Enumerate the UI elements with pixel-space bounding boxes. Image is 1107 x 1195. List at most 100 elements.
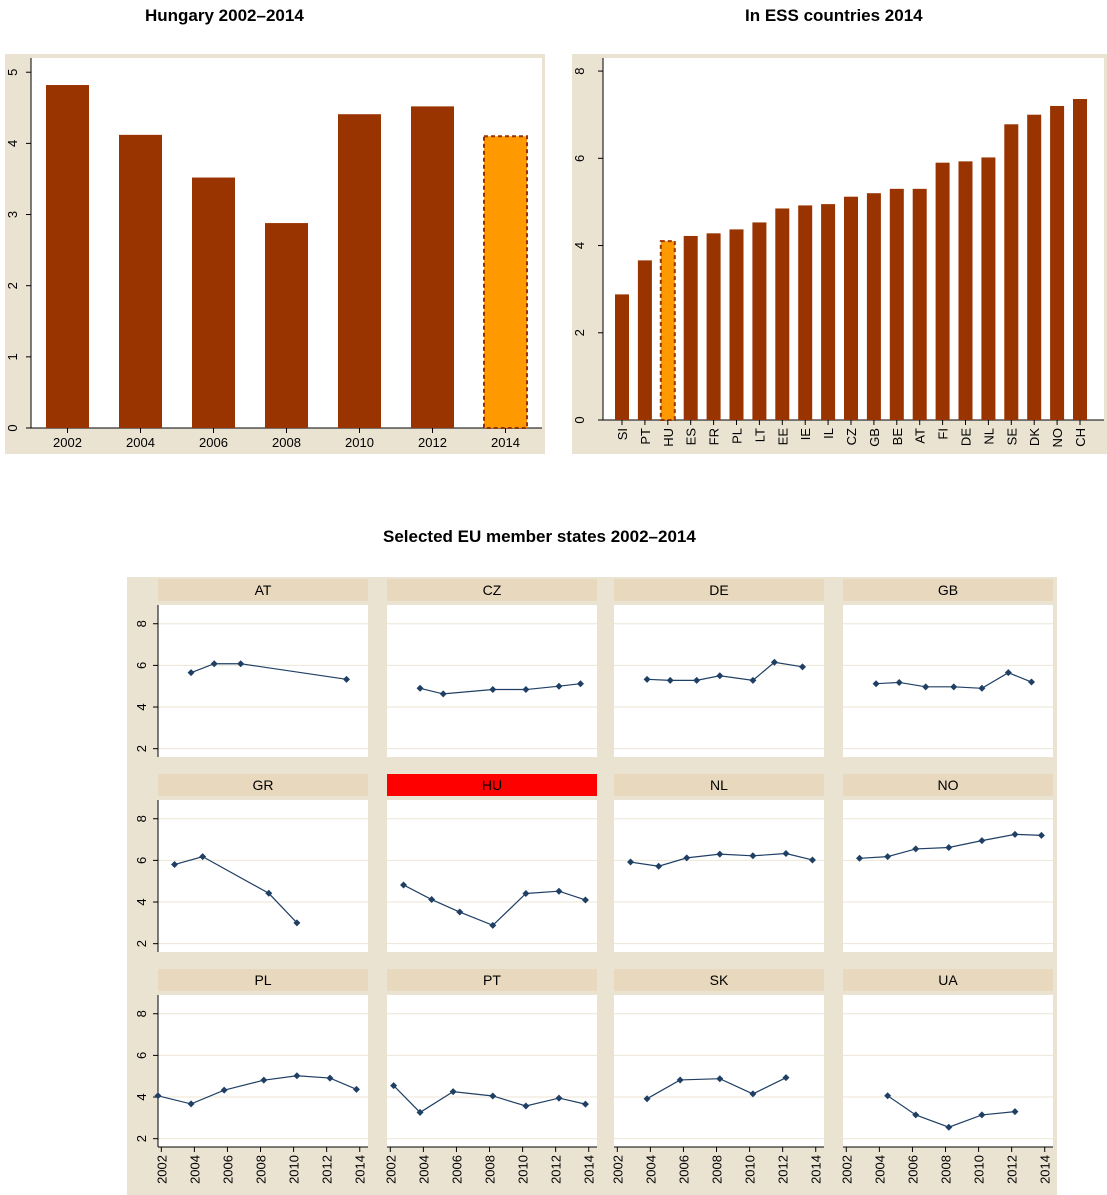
bar-highlighted: [483, 135, 528, 430]
x-tick-label: HU: [661, 428, 676, 447]
bar: [265, 223, 308, 428]
data-point: [666, 676, 674, 684]
series-line: [190, 663, 347, 680]
bar: [1073, 98, 1087, 420]
x-tick-label: IL: [821, 428, 836, 439]
data-point: [555, 1094, 563, 1102]
data-point: [895, 678, 903, 686]
data-point: [293, 919, 301, 927]
panel-label: PT: [483, 972, 501, 988]
data-point: [716, 1075, 724, 1083]
y-tick-label: 8: [134, 1010, 149, 1017]
data-point: [770, 658, 778, 666]
y-tick-label: 4: [5, 140, 20, 147]
x-tick-label: 2008: [272, 435, 301, 450]
hungary-chart-title: Hungary 2002–2014: [145, 6, 304, 25]
y-tick-label: 4: [134, 898, 149, 905]
panel-label: AT: [255, 582, 272, 598]
data-point: [912, 1111, 920, 1119]
data-point: [945, 843, 953, 851]
bar: [981, 157, 996, 420]
data-point: [1037, 831, 1045, 839]
x-tick-label: 2014: [582, 1155, 597, 1184]
bar: [775, 208, 790, 420]
panel-header: [614, 969, 824, 991]
panel-header: [614, 579, 824, 601]
data-point: [716, 850, 724, 858]
x-tick-label: PL: [730, 428, 745, 444]
panel-plot-area: [614, 605, 824, 757]
x-tick-label: 2010: [972, 1155, 987, 1184]
data-point: [237, 660, 245, 668]
y-tick-label: 0: [572, 416, 587, 423]
data-point: [749, 676, 757, 684]
y-tick-label: 1: [5, 353, 20, 360]
data-point: [1011, 1108, 1019, 1116]
panel-plot-area: [387, 995, 597, 1147]
y-tick-label: 0: [5, 424, 20, 431]
data-point: [416, 684, 424, 692]
x-tick-label: BE: [890, 428, 905, 446]
panel-header: [843, 969, 1053, 991]
x-tick-label: DE: [959, 428, 974, 446]
y-tick-label: 3: [5, 211, 20, 218]
data-point: [782, 1074, 790, 1082]
bar: [46, 85, 89, 429]
x-tick-label: 2008: [254, 1155, 269, 1184]
panel-header: [158, 579, 368, 601]
data-point: [555, 887, 563, 895]
panel-label: CZ: [483, 582, 502, 598]
x-tick-label: 2014: [491, 435, 520, 450]
data-point: [390, 1082, 398, 1090]
data-point: [581, 1100, 589, 1108]
panel-label: NL: [710, 777, 728, 793]
data-point: [978, 837, 986, 845]
bar: [866, 193, 881, 420]
data-point: [782, 850, 790, 858]
x-tick-label: 2012: [1005, 1155, 1020, 1184]
data-point: [260, 1076, 268, 1084]
bar: [821, 204, 836, 420]
ess-chart-title: In ESS countries 2014: [745, 6, 923, 25]
x-tick-label: 2002: [53, 435, 82, 450]
bar: [411, 106, 454, 428]
x-tick-label: IE: [798, 428, 813, 441]
data-point: [326, 1074, 334, 1082]
x-tick-label: EE: [775, 428, 790, 446]
bar: [752, 222, 767, 420]
x-tick-label: 2010: [287, 1155, 302, 1184]
x-tick-label: FR: [707, 428, 722, 445]
y-tick-label: 2: [572, 329, 587, 336]
data-point: [856, 854, 864, 862]
hungary-bar-chart: 0 1 2 3 4 5 2002 2004 2006 2008 2010 2012 2014: [5, 54, 545, 454]
panel-header: [158, 774, 368, 796]
x-tick-label: SI: [615, 428, 630, 440]
x-tick-label: 2008: [483, 1155, 498, 1184]
x-tick-label: 2002: [839, 1155, 854, 1184]
y-tick-label: 6: [572, 155, 587, 162]
x-tick-label: 2006: [220, 1155, 235, 1184]
data-point: [655, 862, 663, 870]
data-point: [293, 1072, 301, 1080]
data-point: [220, 1086, 228, 1094]
panel-label: HU: [482, 777, 502, 793]
y-tick-label: 2: [134, 745, 149, 752]
bar: [889, 188, 904, 420]
x-tick-label: 2008: [939, 1155, 954, 1184]
panel-plot-area: [614, 995, 824, 1147]
ess-bar-chart: 0 2 4 6 8 SI PT HU ES FR PL LT EE IE IL CZ GB BE AT FI DE NL S…: [572, 54, 1107, 454]
panel-header: [387, 969, 597, 991]
data-point: [676, 1076, 684, 1084]
series-line: [419, 683, 581, 695]
data-point: [627, 858, 635, 866]
data-point: [884, 853, 892, 861]
panel-header: [387, 579, 597, 601]
data-point: [576, 680, 584, 688]
x-tick-label: 2004: [643, 1155, 658, 1184]
panel-header: [387, 774, 597, 796]
x-tick-label: 2008: [710, 1155, 725, 1184]
data-point: [872, 680, 880, 688]
y-tick-label: 4: [134, 1093, 149, 1100]
panel-plot-area: [843, 800, 1053, 952]
x-tick-label: 2006: [905, 1155, 920, 1184]
